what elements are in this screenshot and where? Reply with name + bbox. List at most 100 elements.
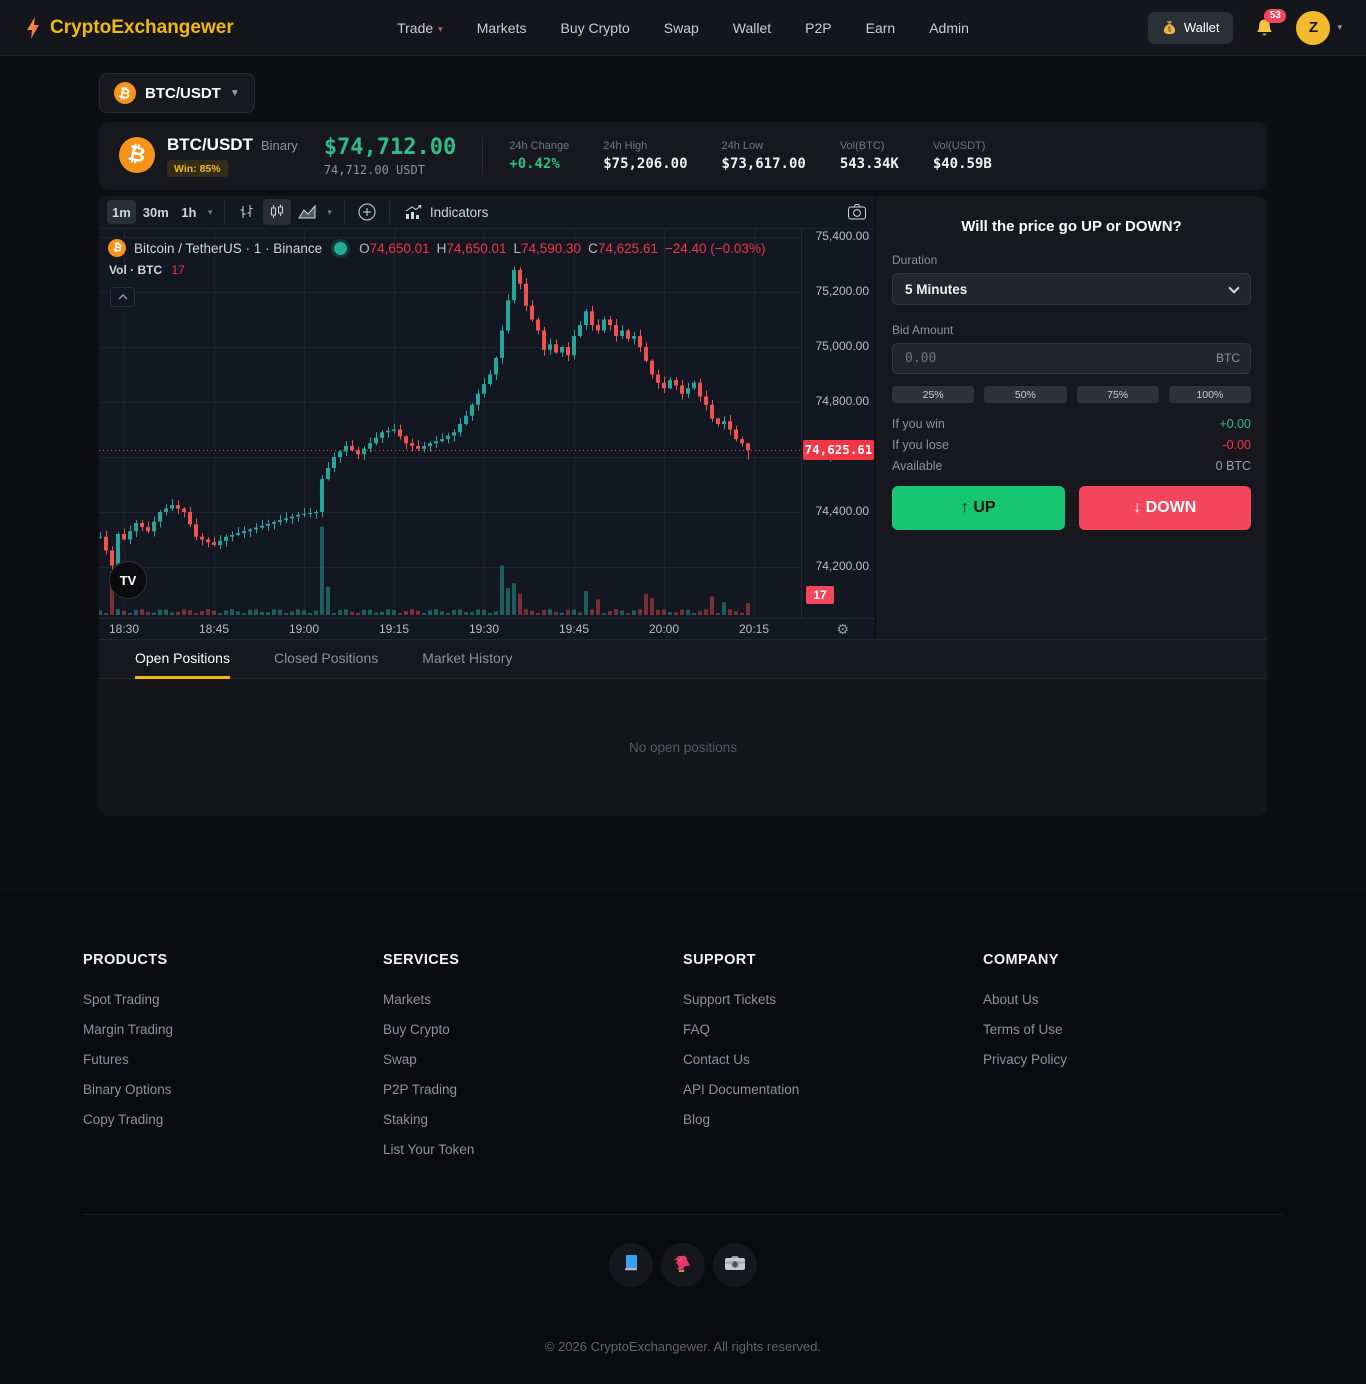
footer-link-buy-crypto[interactable]: Buy Crypto: [383, 1022, 450, 1037]
footer-column-services: SERVICES Markets Buy Crypto Swap P2P Trading…: [383, 952, 683, 1172]
divider: [343, 201, 345, 223]
bar-chart-style-icon[interactable]: [233, 199, 261, 225]
footer-link-spot-trading[interactable]: Spot Trading: [83, 992, 160, 1007]
footer-link-binary-options[interactable]: Binary Options: [83, 1082, 172, 1097]
nav-item-trade[interactable]: Trade ▾: [397, 19, 443, 36]
percent-button-25-[interactable]: 25%: [892, 386, 975, 403]
divider: [224, 201, 226, 223]
notifications-button[interactable]: 53: [1255, 8, 1287, 38]
interval-buttons: 1m 30m 1h: [107, 200, 202, 224]
stats-pair: BTC/USDT: [167, 135, 253, 154]
nav-item-admin[interactable]: Admin: [929, 19, 969, 36]
percent-button-100-[interactable]: 100%: [1168, 386, 1251, 403]
tradingview-logo[interactable]: TV: [109, 561, 147, 599]
bet-up-button[interactable]: ↑ UP: [892, 486, 1065, 530]
footer-link-copy-trading[interactable]: Copy Trading: [83, 1112, 164, 1127]
ohlc-item: H74,650.01: [437, 241, 507, 256]
collapse-legend-button[interactable]: [110, 287, 135, 307]
indicators-button[interactable]: Indicators: [398, 204, 495, 221]
footer-link-swap[interactable]: Swap: [383, 1052, 417, 1067]
chevron-down-icon[interactable]: ▾: [207, 206, 213, 217]
stat-label: Vol(BTC): [839, 140, 885, 152]
interval-button-1m[interactable]: 1m: [107, 200, 136, 224]
chart-symbol-title: Bitcoin / TetherUS · 1 · Binance: [134, 240, 323, 256]
pair-symbol: BTC/USDT: [145, 84, 221, 102]
divider: [388, 201, 390, 223]
nav-item-buy-crypto[interactable]: Buy Crypto: [560, 19, 630, 36]
ohlc-key: L: [513, 240, 521, 256]
footer-link-list-your-token[interactable]: List Your Token: [383, 1142, 475, 1157]
divider: [482, 137, 484, 175]
time-axis[interactable]: ⚙ 18:30 18:45 19:00 19:15 19:30 19:45 20:00 20:…: [99, 618, 875, 639]
price-axis-label: 74,200.00: [815, 559, 869, 573]
tab-closed-positions[interactable]: Closed Positions: [273, 650, 379, 666]
footer-link-staking[interactable]: Staking: [383, 1112, 429, 1127]
bet-down-button[interactable]: ↓ DOWN: [1078, 486, 1251, 530]
pair-selector[interactable]: ₿ BTC/USDT ▼: [99, 73, 255, 113]
time-axis-label: 20:00: [648, 622, 680, 636]
wallet-button-label: Wallet: [1183, 20, 1220, 35]
footer-link-support-tickets[interactable]: Support Tickets: [683, 992, 777, 1007]
interval-button-1h[interactable]: 1h: [181, 204, 197, 220]
app-header: CryptoExchangewer Trade ▾ Markets Buy Crypt…: [0, 0, 1366, 56]
nav-item-markets[interactable]: Markets: [476, 19, 527, 36]
footer-link-terms-of-use[interactable]: Terms of Use: [983, 1022, 1063, 1037]
payout-label: If you lose: [892, 438, 949, 452]
percent-button-50-[interactable]: 50%: [984, 386, 1067, 403]
footer-link-markets[interactable]: Markets: [383, 992, 432, 1007]
compare-add-icon[interactable]: [353, 199, 381, 225]
time-axis-label: 20:15: [738, 622, 770, 636]
axis-settings-gear-icon[interactable]: ⚙: [836, 621, 849, 637]
interval-button-30m[interactable]: 30m: [142, 204, 169, 220]
bitcoin-icon: ₿: [119, 137, 155, 173]
social-camera-button[interactable]: [713, 1243, 757, 1287]
money-bag-icon: $: [1162, 20, 1177, 35]
tab-market-history[interactable]: Market History: [422, 650, 513, 666]
payout-label: Available: [892, 459, 943, 473]
footer-link-about-us[interactable]: About Us: [983, 992, 1039, 1007]
trading-card: 1m 30m 1h ▾: [99, 196, 1267, 816]
percent-button-75-[interactable]: 75%: [1076, 386, 1159, 403]
social-book-button[interactable]: [609, 1243, 653, 1287]
copyright-text: © 2026 CryptoExchangewer. All rights res…: [544, 1339, 822, 1354]
nav-item-swap[interactable]: Swap: [663, 19, 699, 36]
time-axis-label: 18:45: [198, 622, 230, 636]
area-chart-style-icon[interactable]: [293, 199, 321, 225]
tab-open-positions[interactable]: Open Positions: [135, 640, 230, 679]
volume-value: 17: [171, 263, 185, 277]
volume-legend: Vol · BTC 17: [109, 263, 185, 277]
wallet-button[interactable]: $ Wallet: [1147, 11, 1234, 44]
notification-badge: 53: [1264, 8, 1287, 23]
price-axis-label: 74,400.00: [815, 504, 869, 518]
snapshot-camera-icon[interactable]: [847, 203, 867, 221]
chevron-down-icon[interactable]: ▾: [327, 206, 332, 217]
candlestick-style-icon[interactable]: [263, 199, 292, 225]
positions-panel: No open positions: [99, 679, 1267, 816]
price-chart-canvas[interactable]: [99, 229, 876, 618]
nav-item-earn[interactable]: Earn: [865, 19, 896, 36]
stat-value: +0.42%: [509, 156, 560, 172]
footer-link-futures[interactable]: Futures: [83, 1052, 129, 1067]
duration-select[interactable]: 5 Minutes: [892, 273, 1251, 305]
footer-link-p2p-trading[interactable]: P2P Trading: [383, 1082, 458, 1097]
footer-link-contact-us[interactable]: Contact Us: [683, 1052, 750, 1067]
nav-item-p2p[interactable]: P2P: [805, 19, 832, 36]
ohlc-change: −24.40 (−0.03%): [664, 240, 766, 256]
nav-item-wallet[interactable]: Wallet: [732, 19, 772, 36]
footer-link-api-documentation[interactable]: API Documentation: [683, 1082, 800, 1097]
chevron-down-icon: ▼: [229, 87, 240, 99]
footer-link-faq[interactable]: FAQ: [683, 1022, 711, 1037]
footer-link-blog[interactable]: Blog: [683, 1112, 711, 1127]
payout-row-if-you-win: If you win +0.00: [892, 417, 1251, 431]
footer-link-privacy-policy[interactable]: Privacy Policy: [983, 1052, 1068, 1067]
social-bird-button[interactable]: [661, 1243, 705, 1287]
positions-tabs: Open Positions Closed Positions Market His…: [99, 639, 1267, 679]
footer-column-company: COMPANY About Us Terms of Use Privacy Polic…: [983, 952, 1283, 1172]
avatar[interactable]: Z: [1296, 10, 1331, 45]
footer-link-margin-trading[interactable]: Margin Trading: [83, 1022, 174, 1037]
stat-24h-low: 24h Low $73,617.00: [722, 140, 806, 172]
lightning-bolt-icon: [24, 16, 42, 40]
user-menu[interactable]: Z ▾: [1296, 10, 1342, 45]
bid-amount-input[interactable]: [892, 343, 1251, 374]
app-logo[interactable]: CryptoExchangewer: [24, 16, 234, 40]
